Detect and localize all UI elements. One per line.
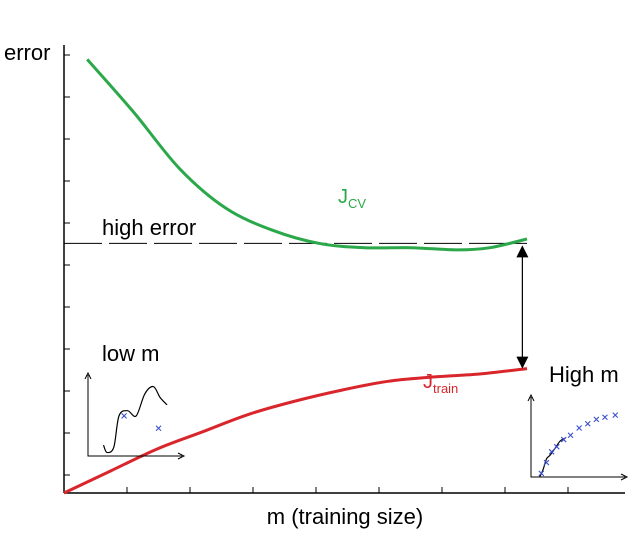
high-m-label: High m bbox=[549, 362, 619, 387]
cv-series-label: JCV bbox=[338, 186, 366, 211]
inset-data-point bbox=[543, 459, 550, 466]
inset-fit-curve bbox=[102, 385, 168, 454]
high-m-inset bbox=[527, 393, 629, 481]
inset-data-point bbox=[155, 425, 162, 432]
inset-data-point bbox=[567, 432, 574, 439]
cv-label-main: J bbox=[338, 186, 348, 208]
inset-data-point bbox=[612, 412, 619, 418]
x-axis-label: m (training size) bbox=[267, 504, 423, 529]
inset-data-point bbox=[576, 425, 583, 431]
inset-axes bbox=[530, 397, 625, 478]
inset-data-point bbox=[538, 470, 545, 477]
cv-error-curve bbox=[86, 58, 528, 252]
cv-label-sub: CV bbox=[348, 196, 366, 211]
train-series-label: Jtrain bbox=[423, 371, 458, 396]
inset-data-point bbox=[553, 443, 560, 450]
inset-axis-arrow bbox=[84, 371, 92, 380]
inset-data-point bbox=[584, 420, 591, 427]
high-error-label-bg bbox=[96, 216, 214, 240]
high-error-label: high error bbox=[102, 215, 196, 240]
inset-data-point bbox=[593, 416, 600, 423]
inset-data-point bbox=[560, 436, 567, 443]
y-axis-label: error bbox=[4, 40, 50, 65]
inset-data-point bbox=[121, 412, 128, 419]
inset-axes bbox=[87, 375, 182, 457]
inset-data-point bbox=[602, 414, 608, 421]
inset-axis-arrow bbox=[620, 473, 629, 481]
inset-fit-curve bbox=[539, 437, 566, 478]
train-label-sub: train bbox=[433, 381, 458, 396]
low-m-label: low m bbox=[102, 341, 159, 366]
low-m-inset bbox=[84, 371, 186, 460]
axis-ticks bbox=[64, 54, 569, 493]
inset-axis-arrow bbox=[177, 452, 186, 460]
train-error-curve bbox=[63, 367, 528, 495]
train-label-main: J bbox=[423, 371, 433, 393]
inset-data-point bbox=[548, 448, 555, 455]
inset-axis-arrow bbox=[527, 393, 535, 402]
